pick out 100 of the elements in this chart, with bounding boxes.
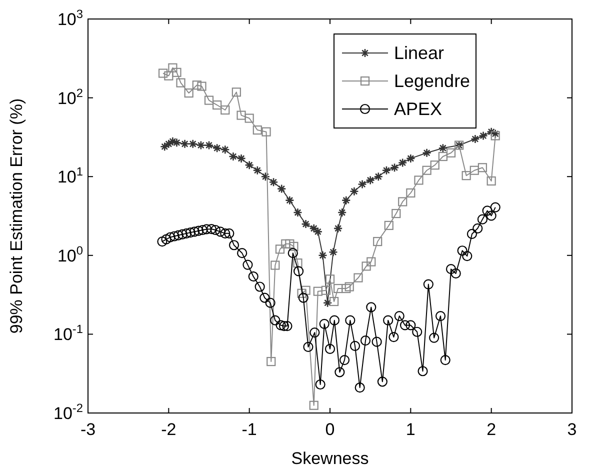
point (390, 162, 400, 172)
point (384, 220, 394, 230)
point (176, 78, 186, 88)
y-tick-label: 10$^{-2}$ (54, 401, 84, 423)
point (366, 176, 375, 185)
point (309, 224, 319, 234)
point (212, 143, 222, 153)
point (328, 247, 338, 257)
point (228, 152, 238, 162)
legend-label: Legendre (394, 71, 470, 91)
x-tick-label: 2 (486, 420, 496, 439)
point (313, 286, 322, 296)
point (374, 172, 384, 182)
x-tick-label: 3 (567, 420, 577, 439)
point (318, 250, 328, 260)
point (398, 197, 408, 206)
point (301, 286, 310, 295)
point (252, 166, 262, 176)
point (204, 140, 214, 150)
point (158, 68, 168, 78)
y-tick-label: 10$^{-1}$ (54, 322, 84, 344)
point (341, 196, 351, 205)
point (344, 282, 354, 292)
point (478, 131, 488, 140)
point (266, 356, 276, 366)
point (244, 114, 254, 123)
point (366, 257, 376, 266)
x-tick-label: 1 (406, 420, 416, 439)
point (285, 239, 294, 248)
point (236, 154, 246, 164)
point (398, 158, 408, 168)
point (358, 180, 367, 189)
point (184, 88, 194, 98)
point (337, 208, 347, 218)
point (168, 63, 178, 72)
point (446, 148, 456, 158)
point (276, 184, 286, 194)
x-tick-label: -3 (80, 420, 96, 439)
x-tick-label: 0 (325, 420, 335, 439)
point (188, 139, 198, 149)
point (430, 160, 440, 170)
point (438, 152, 448, 162)
point (422, 148, 432, 158)
point (270, 260, 280, 270)
point (438, 143, 448, 153)
point (285, 196, 294, 205)
point (297, 288, 306, 298)
point (244, 160, 254, 170)
point (329, 296, 339, 306)
point (470, 166, 479, 175)
point (275, 244, 285, 254)
point (236, 110, 246, 120)
point (406, 154, 416, 164)
point (478, 163, 488, 172)
x-tick-label: -1 (242, 420, 257, 439)
x-tick-label: -2 (161, 420, 176, 439)
point (301, 219, 310, 229)
point (232, 88, 241, 97)
legend-label: APEX (394, 99, 442, 119)
point (168, 136, 178, 146)
point (212, 100, 222, 110)
point (406, 188, 416, 198)
point (260, 172, 270, 182)
point (262, 127, 271, 136)
point (180, 139, 190, 149)
point (164, 71, 174, 80)
point (373, 236, 382, 246)
point (392, 208, 401, 218)
point (268, 178, 278, 187)
point (252, 125, 262, 135)
point (289, 242, 298, 251)
point (382, 166, 392, 176)
point (204, 96, 214, 105)
point (462, 171, 471, 180)
point (321, 286, 331, 295)
point (172, 68, 182, 77)
point (414, 176, 424, 185)
point (172, 138, 182, 148)
point (196, 140, 206, 150)
point (362, 262, 371, 271)
point (281, 239, 290, 248)
point (486, 176, 496, 186)
point (197, 82, 206, 91)
legend-label: Linear (394, 43, 444, 63)
point (322, 298, 332, 308)
y-tick-label: 10$^{3}$ (57, 7, 84, 29)
point (334, 284, 343, 294)
point (422, 166, 432, 175)
y-tick-label: 10$^{2}$ (57, 86, 84, 108)
point (192, 80, 202, 90)
point (293, 208, 302, 218)
point (470, 134, 480, 144)
point (313, 227, 323, 236)
point (309, 400, 318, 410)
point (350, 186, 359, 196)
point (293, 258, 302, 268)
point (333, 224, 343, 234)
y-axis-title: 99% Point Estimation Error (%) (7, 98, 26, 334)
y-tick-label: 10$^{1}$ (57, 164, 84, 187)
point (220, 144, 230, 154)
